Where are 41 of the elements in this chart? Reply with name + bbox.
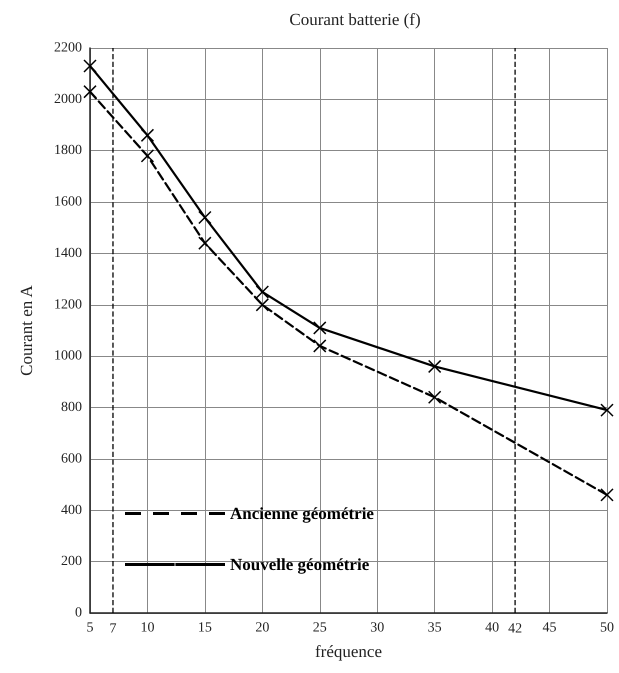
point — [600, 488, 614, 502]
point — [313, 321, 327, 335]
y-tick-label: 0 — [75, 606, 82, 620]
x-axis-title: fréquence — [314, 642, 382, 661]
legend-label: Nouvelle géométrie — [230, 555, 370, 574]
x-tick-label: 15 — [198, 620, 212, 636]
point — [313, 339, 327, 353]
x-tick-label: 50 — [600, 620, 614, 636]
y-tick-label: 1200 — [54, 297, 82, 312]
point — [140, 128, 154, 142]
x-tick-label: 35 — [428, 620, 442, 636]
x-tick-label: 25 — [312, 620, 327, 636]
point — [83, 59, 97, 73]
y-tick-label: 1800 — [54, 143, 82, 158]
point — [198, 210, 212, 224]
point — [428, 390, 442, 404]
x-tick-label: 30 — [370, 620, 384, 636]
point — [428, 360, 442, 374]
y-tick-label: 2000 — [54, 92, 82, 107]
y-tick-label: 2200 — [54, 40, 82, 56]
x-tick-label: 5 — [86, 620, 94, 636]
y-tick-label: 800 — [61, 400, 82, 416]
y-tick-label: 1400 — [54, 246, 82, 261]
point — [140, 149, 154, 163]
x-tick-label: 45 — [542, 620, 557, 636]
x-tick-label: 20 — [255, 620, 270, 636]
legend-label: Ancienne géométrie — [230, 504, 374, 523]
y-tick-label: 400 — [61, 502, 82, 518]
y-axis-title: Courant en A — [17, 284, 36, 376]
point — [600, 403, 614, 417]
x-tick-label: 10 — [140, 620, 154, 636]
chart-title: Courant batterie (f) — [289, 10, 421, 29]
y-tick-label: 1000 — [54, 348, 82, 364]
ref-line-label: 42 — [508, 622, 522, 636]
x-tick-label: 40 — [485, 620, 500, 636]
point — [198, 236, 212, 250]
y-tick-label: 200 — [61, 554, 82, 570]
y-tick-label: 600 — [61, 451, 82, 466]
point — [83, 84, 97, 98]
ref-line-label: 7 — [109, 622, 116, 636]
y-tick-label: 1600 — [54, 194, 82, 210]
